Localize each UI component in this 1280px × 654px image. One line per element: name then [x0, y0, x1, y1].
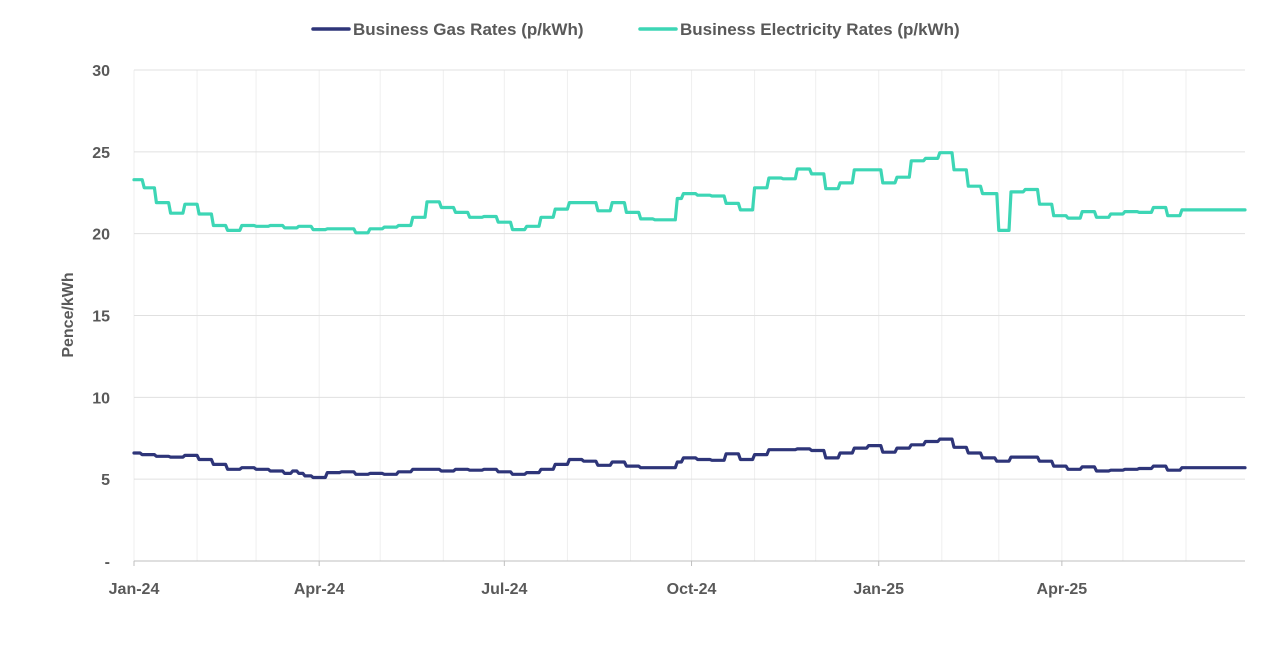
y-tick-label: 25	[92, 145, 110, 162]
x-tick-label: Oct-24	[667, 581, 717, 598]
x-tick-label: Apr-24	[294, 581, 345, 598]
y-tick-label: -	[105, 554, 110, 571]
electricity-rates-line	[132, 151, 1247, 235]
legend-label: Business Gas Rates (p/kWh)	[353, 20, 584, 39]
y-tick-label: 30	[92, 63, 110, 80]
x-tick-label: Jan-25	[853, 581, 904, 598]
legend: Business Gas Rates (p/kWh) Business Elect…	[311, 20, 960, 39]
y-tick-label: 10	[92, 390, 110, 407]
gas-rates-line	[132, 437, 1247, 480]
series-lines	[132, 151, 1247, 480]
y-axis-title: Pence/kWh	[60, 272, 77, 357]
x-tick-label: Jul-24	[481, 581, 527, 598]
gridlines	[133, 69, 1245, 562]
y-tick-label: 15	[92, 309, 110, 326]
x-tick-label: Jan-24	[109, 581, 160, 598]
y-tick-label: 5	[101, 472, 110, 489]
legend-label: Business Electricity Rates (p/kWh)	[680, 20, 960, 39]
axes: 30 25 20 15 10 5 - Jan-24 Apr-24 Jul-24 Oct-24 Jan-…	[92, 63, 1245, 598]
y-tick-label: 20	[92, 227, 110, 244]
x-tick-label: Apr-25	[1037, 581, 1088, 598]
